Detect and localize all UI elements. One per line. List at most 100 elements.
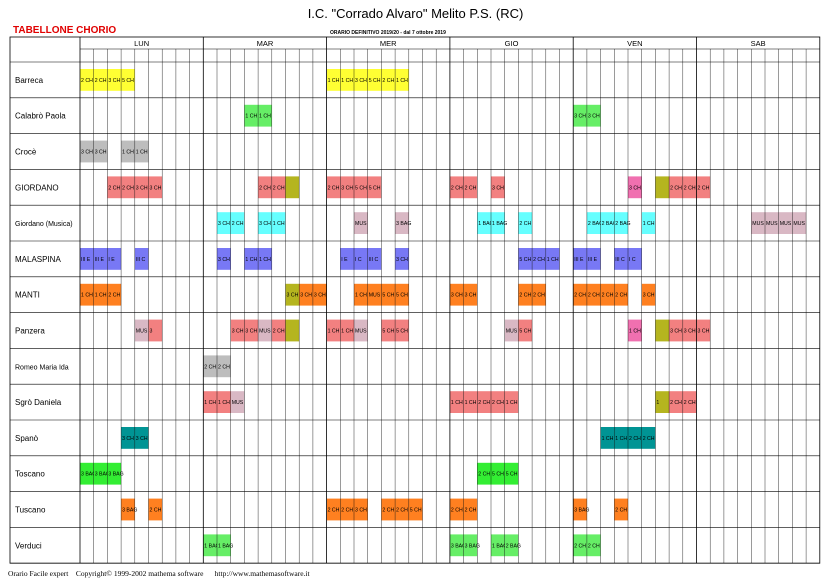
lesson-label: 3 CH [341, 185, 353, 191]
lesson-cell [395, 283, 409, 306]
page-title: I.C. "Corrado Alvaro" Melito P.S. (RC) [307, 6, 524, 21]
lesson-label: 2 CH [533, 293, 545, 299]
lesson-cell [491, 176, 505, 199]
lesson-cell [463, 391, 478, 413]
lesson-cell [340, 69, 354, 91]
lesson-label: 1 CH [136, 150, 148, 156]
grid-frame [9, 36, 821, 564]
lesson-label: 5 CH [492, 472, 504, 478]
lesson-cell [340, 498, 354, 521]
lesson-cell [367, 176, 382, 199]
lesson-cell [518, 212, 533, 234]
lesson-cell [244, 248, 259, 270]
lesson-cell [518, 248, 533, 270]
lesson-cell [477, 391, 491, 413]
lesson-cell [778, 212, 793, 234]
lesson-cell [381, 319, 396, 342]
lesson-cell [573, 248, 587, 270]
lesson-label: MUS [793, 221, 805, 227]
lesson-cell [312, 283, 327, 306]
lesson-label: III C [136, 257, 146, 263]
lesson-label: 3 CH [81, 150, 93, 156]
lesson-label: 2 BAG [506, 543, 521, 549]
teacher-name: MANTI [15, 291, 40, 300]
lesson-label: 1 CH [259, 257, 271, 263]
lesson-label: I C [355, 257, 362, 263]
schedule-subtitle: ORARIO DEFINITIVO 2019/20 - dal 7 ottobr… [330, 30, 446, 36]
lesson-label: 3 CH [574, 114, 586, 120]
lesson-cell [258, 319, 272, 342]
lesson-label: 2 CH [150, 508, 162, 514]
lesson-label: 2 CH [643, 436, 655, 442]
lesson-label: 1 BAG [492, 221, 507, 227]
lesson-label: 3 CH [108, 78, 120, 84]
lesson-cell [121, 140, 135, 163]
lesson-label: 2 CH [204, 364, 216, 370]
lesson-cell [463, 534, 478, 557]
lesson-cell [614, 212, 628, 234]
lesson-cell [449, 283, 464, 306]
lesson-cell [134, 319, 149, 342]
lesson-label: 1 CH [328, 78, 340, 84]
lesson-cell [148, 319, 163, 342]
lesson-label: 2 CH [684, 400, 696, 406]
lesson-label: 5 CH [382, 293, 394, 299]
lesson-cell [121, 427, 135, 449]
lesson-cell [669, 319, 683, 342]
lesson-cell [107, 283, 122, 306]
lesson-label: 3 CH [232, 329, 244, 335]
lesson-cell [244, 319, 259, 342]
teacher-name: Calabrò Paola [15, 112, 66, 121]
lesson-cell [285, 319, 300, 342]
day-label: MAR [257, 39, 274, 48]
lesson-cell [449, 498, 464, 521]
lesson-cell [354, 319, 368, 342]
lesson-cell [93, 69, 108, 91]
lesson-label: 5 CH [369, 185, 381, 191]
lesson-cell [230, 391, 245, 413]
lesson-label: III C [615, 257, 625, 263]
lesson-label: 1 BAG [204, 543, 219, 549]
lesson-label: 2 CH [259, 185, 271, 191]
lesson-cell [134, 140, 149, 163]
lesson-label: MUS [259, 329, 271, 335]
lesson-label: 1 CH [506, 400, 518, 406]
lesson-cell [217, 248, 231, 270]
lesson-label: 1 CH [328, 329, 340, 335]
lesson-cell [586, 212, 601, 234]
lesson-label: MUS [369, 293, 381, 299]
lesson-cell [121, 69, 135, 91]
lesson-label: 1 CH [355, 293, 367, 299]
lesson-cell [93, 248, 108, 270]
lesson-label: MUS [355, 329, 367, 335]
lesson-label: 1 CH [259, 114, 271, 120]
lesson-cell [545, 248, 560, 270]
lesson-label: 2 CH [519, 293, 531, 299]
lesson-label: 1 CH [451, 400, 463, 406]
lesson-label: 2 CH [273, 329, 285, 335]
lesson-label: 3 CH [300, 293, 312, 299]
lesson-cell [628, 176, 642, 199]
lesson-cell [203, 391, 217, 413]
lesson-cell [285, 176, 300, 199]
lesson-cell [586, 248, 601, 270]
lesson-cell [614, 427, 628, 449]
lesson-cell [217, 212, 231, 234]
lesson-cell [395, 69, 409, 91]
teacher-name: Sgrò Daniela [15, 398, 62, 407]
lesson-cell [258, 176, 272, 199]
lesson-cell [107, 176, 122, 199]
lesson-cell [258, 104, 272, 127]
lesson-label: 2 BAG [588, 221, 603, 227]
lesson-cell [203, 355, 217, 378]
lesson-cell [491, 462, 505, 485]
lesson-label: MUS [780, 221, 792, 227]
lesson-cell [491, 212, 505, 234]
lesson-cell [532, 283, 546, 306]
lesson-label: 5 CH [382, 329, 394, 335]
lesson-label: 3 CH [150, 185, 162, 191]
lesson-label: I C [629, 257, 636, 263]
lesson-label: 5 CH [396, 329, 408, 335]
lesson-label: 2 CH [684, 185, 696, 191]
lesson-cell [354, 283, 368, 306]
